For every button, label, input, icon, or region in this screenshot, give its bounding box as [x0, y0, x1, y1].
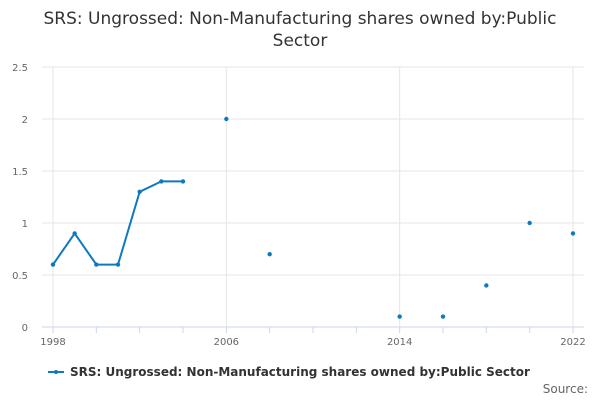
legend-line-marker-icon — [48, 367, 64, 377]
x-tick-label: 1998 — [40, 337, 65, 348]
x-tick-label: 2022 — [560, 337, 585, 348]
data-point — [570, 231, 576, 236]
x-tick-label: 2014 — [387, 337, 412, 348]
y-tick-label: 2 — [22, 115, 28, 126]
chart-title-line-1: SRS: Ungrossed: Non-Manufacturing shares… — [43, 9, 557, 29]
y-tick-label: 1.5 — [12, 167, 28, 178]
y-tick-label: 0 — [22, 323, 28, 334]
y-tick-label: 0.5 — [12, 271, 28, 282]
legend-label: SRS: Ungrossed: Non-Manufacturing shares… — [70, 365, 530, 379]
data-point — [527, 220, 532, 226]
source-label: Source: — [542, 382, 588, 396]
data-point — [50, 262, 56, 267]
data-point — [94, 262, 99, 267]
data-point — [137, 189, 142, 194]
data-point — [115, 262, 121, 267]
chart-title-line-2: Sector — [272, 31, 328, 51]
data-point — [224, 116, 229, 122]
data-point — [72, 231, 77, 236]
data-point — [180, 179, 186, 184]
y-tick-label: 1 — [22, 219, 28, 230]
data-point — [159, 179, 164, 184]
chart-legend[interactable]: SRS: Ungrossed: Non-Manufacturing shares… — [48, 365, 530, 379]
data-point — [484, 283, 489, 288]
y-tick-label: 2.5 — [12, 63, 28, 74]
chart-title: SRS: Ungrossed: Non-Manufacturing shares… — [0, 8, 600, 52]
x-tick-label: 2006 — [214, 337, 239, 348]
data-point — [440, 314, 446, 319]
data-point — [267, 252, 272, 257]
data-point — [397, 314, 402, 319]
